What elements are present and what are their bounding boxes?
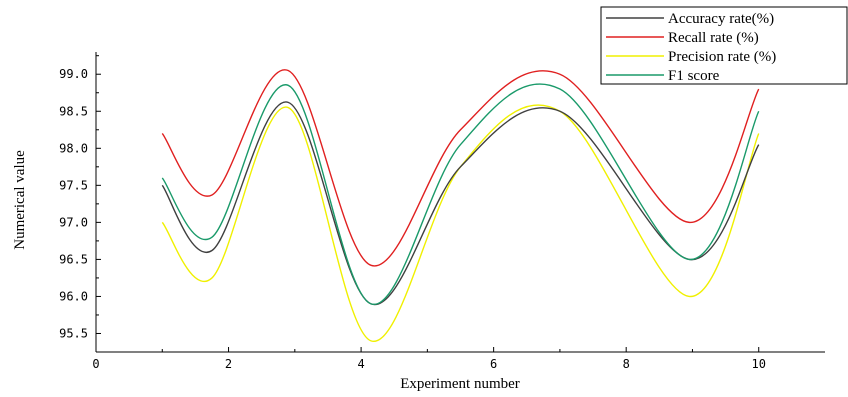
legend: Accuracy rate(%) Recall rate (%) Precision… (600, 6, 848, 85)
y-tick-label: 98.5 (59, 104, 88, 118)
y-tick-label: 95.5 (59, 326, 88, 340)
axis-ticks: 0 2 4 6 8 10 95.5 96.0 96.5 97.0 97.5 98.0 98.5 99.0 (59, 55, 766, 371)
series-line-f1-score (161, 83, 760, 305)
legend-label: Accuracy rate(%) (668, 11, 774, 27)
y-tick-label: 98.0 (59, 141, 88, 155)
x-axis-title: Experiment number (400, 376, 520, 392)
x-tick-label: 4 (357, 357, 364, 371)
y-tick-label: 99.0 (59, 67, 88, 81)
series-line-precision-rate (161, 104, 760, 342)
series-line-accuracy-rate (161, 101, 760, 305)
legend-box (600, 6, 848, 85)
x-tick-label: 6 (490, 357, 497, 371)
axes (95, 52, 825, 353)
legend-label: Recall rate (%) (668, 30, 759, 46)
y-tick-label: 96.5 (59, 252, 88, 266)
x-tick-label: 8 (623, 357, 630, 371)
y-tick-label: 97.0 (59, 215, 88, 229)
plot-area (161, 69, 760, 342)
y-tick-label: 96.0 (59, 289, 88, 303)
x-tick-label: 2 (225, 357, 232, 371)
y-tick-label: 97.5 (59, 178, 88, 192)
legend-label: F1 score (668, 68, 720, 84)
y-axis-title: Numerical value (12, 150, 28, 250)
x-tick-label: 0 (92, 357, 99, 371)
series-line-recall-rate (161, 69, 760, 267)
legend-label: Precision rate (%) (668, 49, 776, 65)
x-tick-label: 10 (752, 357, 766, 371)
